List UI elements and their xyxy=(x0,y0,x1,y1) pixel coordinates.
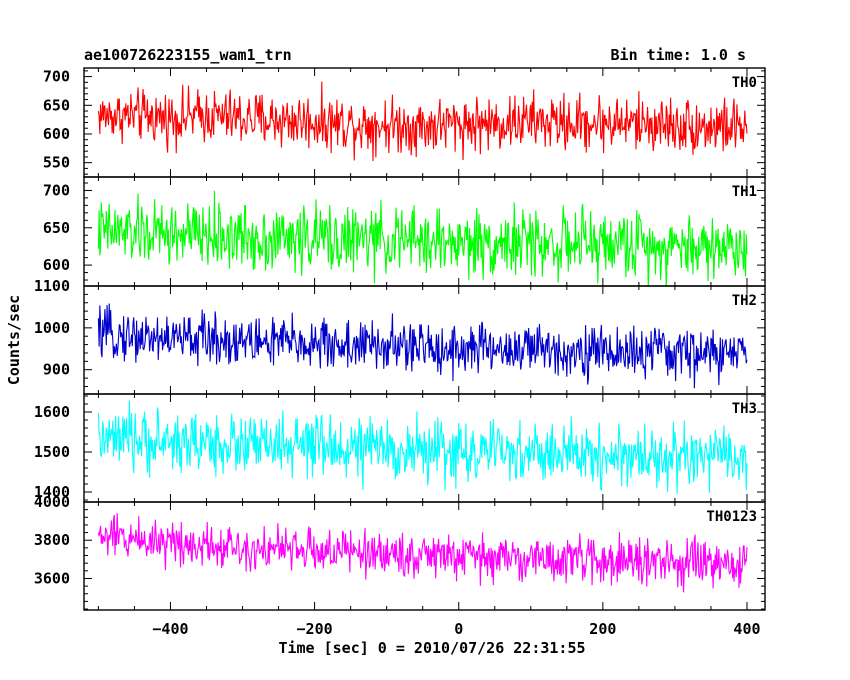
y-tick-label: 3600 xyxy=(34,569,70,587)
y-tick-label: 1600 xyxy=(34,403,70,421)
series-th1-line xyxy=(97,190,748,286)
x-tick-label: −200 xyxy=(297,620,333,638)
y-axis-title: Counts/sec xyxy=(5,295,23,385)
y-tick-label: 650 xyxy=(43,96,70,114)
panel-frame xyxy=(83,393,766,503)
panel-th3: 1400 1500 1600 TH3 xyxy=(34,393,766,503)
panel-th1: 600 650 700 TH1 xyxy=(43,176,766,287)
series-th0-line xyxy=(97,81,748,162)
y-tick-label: 900 xyxy=(43,361,70,379)
panel-label-th3: TH3 xyxy=(732,401,757,417)
x-axis-title: Time [sec] 0 = 2010/07/26 22:31:55 xyxy=(278,639,585,657)
panel-label-th0123: TH0123 xyxy=(706,509,757,525)
y-tick-label: 600 xyxy=(43,125,70,143)
x-tick-label: 400 xyxy=(733,620,760,638)
x-tick-label: −400 xyxy=(152,620,188,638)
y-tick-label: 550 xyxy=(43,154,70,172)
series-th2-line xyxy=(97,303,748,389)
y-tick-label: 1000 xyxy=(34,319,70,337)
x-tick-label: 200 xyxy=(589,620,616,638)
panel-label-th2: TH2 xyxy=(732,293,757,309)
panel-th2: 900 1000 1100 TH2 xyxy=(34,277,766,395)
chart-title: ae100726223155_wam1_trn xyxy=(84,46,292,64)
panels-group: 550 600 650 700 TH0 600 650 700 TH1 900 1000 1100 TH… xyxy=(34,67,766,638)
panel-th0123: 3600 3800 4000 TH0123 xyxy=(34,493,766,611)
panel-label-th1: TH1 xyxy=(732,184,757,200)
bin-time-label: Bin time: 1.0 s xyxy=(611,46,746,64)
y-tick-label: 1400 xyxy=(34,483,70,501)
y-tick-label: 700 xyxy=(43,68,70,86)
y-tick-label: 700 xyxy=(43,181,70,199)
panel-th0: 550 600 650 700 TH0 xyxy=(43,67,766,178)
y-tick-label: 3800 xyxy=(34,531,70,549)
panel-frame xyxy=(83,501,766,611)
y-tick-label: 650 xyxy=(43,219,70,237)
series-th0123-line xyxy=(97,513,748,593)
series-th3-line xyxy=(97,400,748,495)
panel-label-th0: TH0 xyxy=(732,75,757,91)
y-tick-label: 4000 xyxy=(34,493,70,511)
y-tick-label: 1100 xyxy=(34,277,70,295)
y-tick-label: 600 xyxy=(43,256,70,274)
y-tick-label: 1500 xyxy=(34,443,70,461)
x-tick-label: 0 xyxy=(454,620,463,638)
